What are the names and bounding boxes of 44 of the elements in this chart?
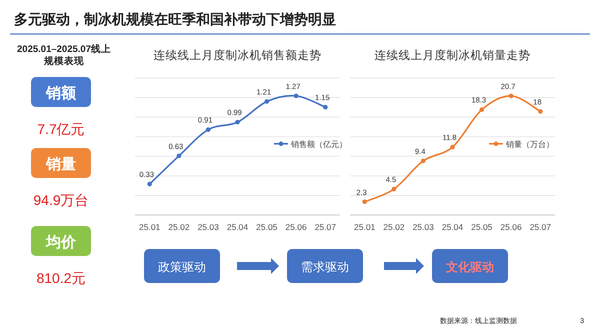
x-tick-label: 25.03: [412, 222, 434, 232]
x-tick-label: 25.03: [198, 222, 220, 232]
text: 2025.01–2025.07线上: [17, 43, 111, 55]
x-tick-label: 25.04: [442, 222, 464, 232]
x-tick-label: 25.06: [285, 222, 307, 232]
chart-title: 连续线上月度制冰机销售额走势: [154, 48, 322, 62]
text: 销量: [45, 156, 76, 173]
point: [392, 186, 396, 192]
text: 规模表现: [43, 55, 85, 67]
point: [479, 107, 484, 112]
text: 政策驱动: [158, 260, 206, 274]
point: [538, 109, 543, 114]
x-tick-label: 25.06: [500, 222, 522, 232]
text: 94.9万台: [33, 192, 89, 208]
point: [450, 144, 455, 150]
text: 销额: [45, 84, 77, 102]
point: [323, 104, 328, 110]
point: [147, 182, 152, 186]
text: 多元驱动，制冰机规模在旺季和国补带动下增势明显: [14, 11, 336, 27]
point: [420, 158, 426, 164]
point: [362, 199, 367, 204]
x-tick-label: 25.05: [256, 222, 278, 232]
legend-label: 销量（万台）: [505, 140, 554, 149]
text: 7.7亿元: [37, 121, 85, 137]
text: 需求驱动: [301, 260, 349, 274]
chart-title: 连续线上月度制冰机销量走势: [374, 48, 530, 62]
x-tick-label: 25.04: [226, 222, 248, 232]
text: 文化驱动: [445, 260, 494, 274]
x-tick-label: 25.02: [383, 222, 405, 232]
x-tick-label: 25.07: [314, 222, 336, 232]
x-tick-label: 25.07: [530, 222, 552, 232]
legend-label: 销售额（亿元）: [290, 140, 347, 149]
point: [294, 94, 298, 98]
x-tick-label: 25.02: [168, 222, 190, 232]
x-tick-label: 25.01: [354, 222, 376, 232]
x-tick-label: 25.01: [139, 222, 161, 232]
text: 均价: [45, 234, 77, 251]
point: [176, 154, 182, 158]
point: [206, 127, 211, 132]
x-tick-label: 25.05: [471, 222, 493, 232]
point: [508, 94, 514, 98]
point: [235, 120, 240, 124]
point: [264, 99, 270, 104]
text: 810.2元: [36, 270, 86, 286]
